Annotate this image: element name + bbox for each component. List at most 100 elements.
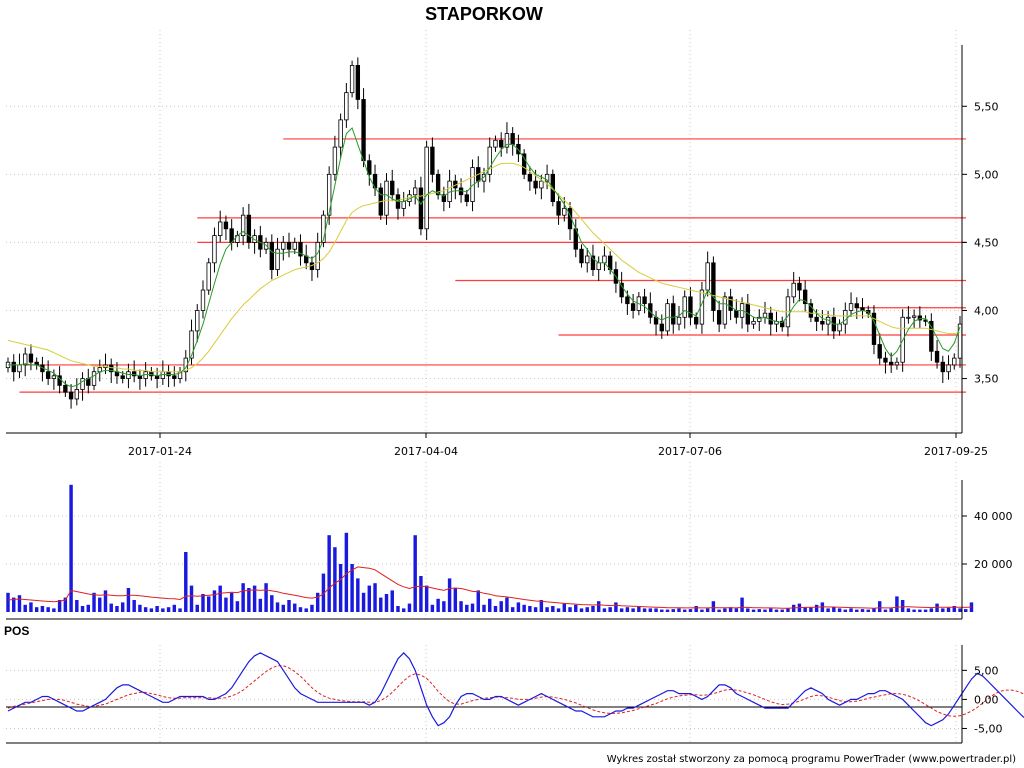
price-candles bbox=[5, 57, 963, 409]
candle-body bbox=[246, 214, 252, 243]
volume-bar bbox=[860, 609, 865, 612]
volume-bar bbox=[734, 608, 739, 612]
volume-bar bbox=[923, 609, 928, 612]
candle-body bbox=[625, 296, 630, 305]
volume-bar bbox=[126, 588, 131, 612]
volume-bar bbox=[551, 606, 555, 612]
volume-bar bbox=[338, 564, 343, 612]
volume-bar bbox=[143, 607, 148, 612]
candle-body bbox=[579, 248, 584, 264]
candle-body bbox=[332, 146, 338, 175]
volume-bar bbox=[631, 608, 635, 612]
volume-bar bbox=[694, 606, 698, 612]
volume-bar bbox=[40, 606, 45, 612]
volume-bar bbox=[855, 609, 859, 612]
candle-body bbox=[894, 361, 900, 366]
candle-body bbox=[51, 375, 57, 379]
candle-body bbox=[877, 344, 882, 359]
volume-bar bbox=[275, 602, 280, 612]
candle-body bbox=[711, 262, 716, 311]
volume-bar bbox=[918, 609, 922, 612]
volume-bar bbox=[516, 602, 521, 612]
candle-body bbox=[424, 146, 429, 230]
volume-bar bbox=[740, 597, 744, 612]
date-tick-label: 2017-07-06 bbox=[658, 445, 722, 458]
volume-grid bbox=[6, 515, 962, 565]
pos-y-tick-label: 0,00 bbox=[974, 693, 999, 706]
candle-body bbox=[17, 364, 22, 373]
volume-bar bbox=[344, 532, 349, 612]
volume-bar bbox=[413, 535, 417, 612]
volume-bar bbox=[367, 585, 372, 612]
volume-bar bbox=[52, 608, 56, 612]
volume-bar bbox=[591, 606, 595, 612]
candle-body bbox=[326, 173, 332, 216]
volume-bar bbox=[677, 608, 681, 612]
volume-bar bbox=[407, 603, 412, 612]
candle-body bbox=[441, 194, 447, 202]
candle-body bbox=[889, 361, 894, 366]
candle-body bbox=[705, 262, 710, 291]
volume-bar bbox=[430, 604, 435, 612]
date-tick-label: 2017-01-24 bbox=[128, 445, 192, 458]
candle-body bbox=[200, 289, 206, 311]
candle-body bbox=[917, 315, 923, 321]
volume-bar bbox=[832, 607, 836, 612]
volume-bar bbox=[138, 604, 142, 612]
candle-body bbox=[716, 310, 722, 325]
volume-bar bbox=[545, 607, 549, 612]
volume-bar bbox=[333, 547, 337, 612]
volume-bar bbox=[671, 609, 675, 612]
volume-bar bbox=[912, 609, 916, 612]
volume-bar bbox=[837, 608, 842, 612]
candle-body bbox=[768, 312, 773, 325]
volume-bar bbox=[493, 606, 498, 612]
candle-body bbox=[63, 384, 68, 393]
candle-body bbox=[521, 153, 527, 175]
volume-ma-line bbox=[7, 566, 972, 609]
volume-bar bbox=[608, 607, 612, 612]
volume-y-ticks: 20 000 40 000 bbox=[962, 510, 1013, 571]
volume-bar bbox=[29, 602, 33, 612]
candle-body bbox=[418, 187, 424, 230]
candle-body bbox=[413, 187, 418, 196]
volume-bar bbox=[522, 604, 526, 612]
volume-bar bbox=[900, 600, 905, 612]
candle-body bbox=[361, 99, 366, 162]
candle-body bbox=[619, 282, 624, 298]
pos-y-ticks: -5,00 0,00 5,00 bbox=[962, 664, 1002, 735]
candle-body bbox=[780, 320, 785, 328]
candle-body bbox=[298, 242, 303, 257]
volume-bar bbox=[717, 609, 721, 612]
volume-bar bbox=[224, 597, 228, 612]
price-y-tick-label: 3,50 bbox=[974, 373, 999, 386]
volume-bar bbox=[361, 592, 366, 612]
volume-bar bbox=[459, 601, 463, 612]
price-grid bbox=[6, 30, 962, 743]
volume-bar bbox=[373, 583, 377, 612]
volume-bar bbox=[539, 600, 544, 612]
candle-body bbox=[487, 146, 492, 175]
candle-body bbox=[166, 371, 171, 377]
pos-panel: POS -5,00 0,00 5,00 bbox=[4, 624, 1024, 744]
volume-bar bbox=[350, 564, 354, 612]
support-resistance-lines bbox=[19, 138, 966, 393]
volume-bar bbox=[499, 601, 503, 612]
volume-bar bbox=[568, 607, 572, 612]
candle-body bbox=[556, 201, 561, 216]
volume-bar bbox=[814, 604, 819, 612]
pos-signal-line bbox=[7, 665, 1024, 717]
pos-panel-label: POS bbox=[4, 624, 29, 638]
candle-body bbox=[321, 214, 326, 243]
candle-body bbox=[659, 323, 664, 332]
volume-bar bbox=[17, 595, 22, 612]
volume-bar bbox=[683, 609, 687, 612]
volume-bar bbox=[189, 585, 194, 612]
volume-bar bbox=[270, 595, 274, 612]
volume-bar bbox=[6, 592, 10, 612]
volume-bar bbox=[700, 609, 704, 612]
candle-body bbox=[728, 296, 733, 311]
volume-bar bbox=[120, 602, 125, 612]
volume-bar bbox=[809, 607, 813, 612]
